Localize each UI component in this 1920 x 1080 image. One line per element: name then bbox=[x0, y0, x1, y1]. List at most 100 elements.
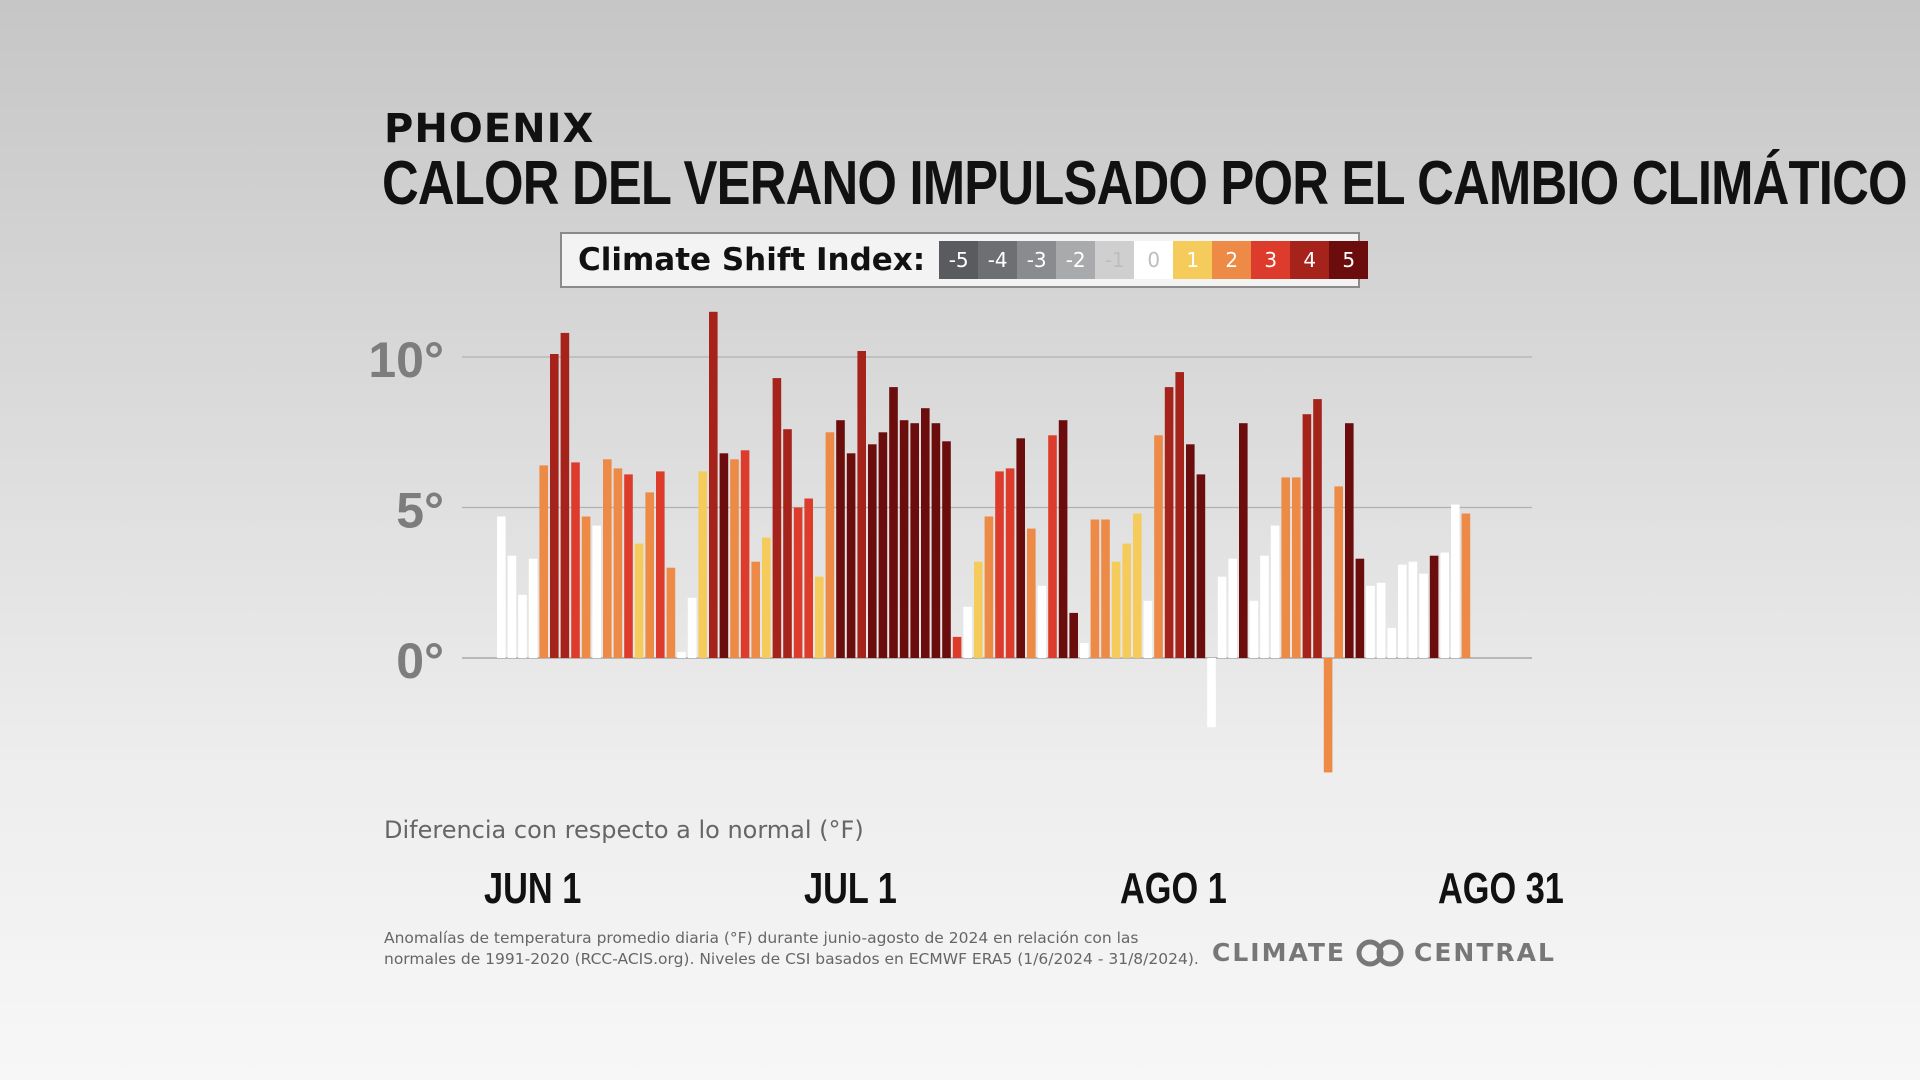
bar bbox=[1292, 477, 1301, 658]
bar bbox=[836, 420, 845, 658]
bar bbox=[560, 332, 570, 658]
x-tick-label: JUN 1 bbox=[484, 864, 582, 913]
bar bbox=[952, 636, 962, 658]
bar bbox=[963, 606, 972, 658]
linked-circles-icon bbox=[1356, 939, 1404, 966]
bar bbox=[1323, 658, 1333, 773]
legend-swatch: 3 bbox=[1251, 241, 1291, 279]
bar bbox=[1270, 525, 1280, 658]
bar bbox=[1005, 468, 1015, 658]
bar bbox=[1027, 528, 1036, 658]
city-name: PHOENIX bbox=[384, 106, 595, 152]
bar bbox=[783, 429, 792, 658]
legend-swatch: 0 bbox=[1134, 241, 1174, 279]
bar bbox=[1429, 555, 1439, 658]
legend-swatch: -5 bbox=[939, 241, 979, 279]
bar bbox=[740, 450, 750, 658]
footnote: Anomalías de temperatura promedio diaria… bbox=[384, 929, 1199, 968]
bar bbox=[677, 652, 686, 658]
bar bbox=[1376, 582, 1386, 659]
legend-swatch: 5 bbox=[1329, 241, 1369, 279]
bar bbox=[1164, 387, 1174, 658]
bar bbox=[1313, 399, 1322, 658]
bar bbox=[1451, 504, 1460, 658]
bar bbox=[687, 597, 697, 658]
legend-swatch: -4 bbox=[978, 241, 1018, 279]
legend-swatch: -3 bbox=[1017, 241, 1057, 279]
bar bbox=[1239, 423, 1248, 658]
brand-word-right: CENTRAL bbox=[1414, 938, 1556, 967]
bar bbox=[1037, 585, 1047, 658]
bar bbox=[634, 543, 644, 658]
bar bbox=[1228, 558, 1237, 658]
bar bbox=[1122, 543, 1131, 658]
y-axis-label: Diferencia con respecto a lo normal (°F) bbox=[384, 816, 864, 844]
bar bbox=[1154, 435, 1163, 658]
bar bbox=[539, 465, 548, 658]
bar bbox=[984, 516, 994, 658]
bar bbox=[666, 567, 676, 658]
bar bbox=[1419, 573, 1428, 658]
bar bbox=[762, 537, 771, 658]
bar bbox=[1111, 561, 1121, 658]
bar bbox=[507, 555, 517, 658]
bar bbox=[772, 378, 782, 658]
bar bbox=[1461, 513, 1471, 658]
csi-legend: Climate Shift Index: -5 -4 -3 -2 -1 0 1 2 3 4 5 bbox=[560, 232, 1369, 288]
y-tick-label: 10° bbox=[368, 332, 444, 388]
legend-swatch: 2 bbox=[1212, 241, 1252, 279]
legend-swatch: 1 bbox=[1173, 241, 1213, 279]
brand-logo: CLIMATE CENTRAL bbox=[1212, 938, 1556, 967]
x-tick-label: AGO 1 bbox=[1120, 864, 1227, 913]
bar bbox=[889, 387, 898, 658]
x-tick-label: JUL 1 bbox=[804, 864, 897, 913]
bar bbox=[1249, 600, 1259, 658]
bar bbox=[878, 432, 888, 659]
bar bbox=[1387, 627, 1396, 658]
legend-swatch: -1 bbox=[1095, 241, 1135, 279]
bar bbox=[709, 311, 718, 658]
bar bbox=[868, 444, 877, 658]
bar bbox=[931, 423, 941, 658]
bar bbox=[624, 474, 633, 658]
bar bbox=[1016, 438, 1025, 658]
bar bbox=[518, 594, 527, 658]
legend-swatches: -5 -4 -3 -2 -1 0 1 2 3 4 5 bbox=[939, 241, 1369, 279]
bar bbox=[528, 558, 538, 658]
bar bbox=[825, 432, 835, 659]
bar bbox=[921, 408, 930, 658]
bar bbox=[793, 507, 803, 658]
bar bbox=[1398, 564, 1407, 658]
bar bbox=[603, 459, 612, 658]
bar bbox=[1090, 519, 1100, 658]
bar bbox=[1217, 576, 1227, 658]
bar bbox=[974, 561, 983, 658]
bar bbox=[571, 462, 580, 659]
bar bbox=[1408, 561, 1418, 658]
bar bbox=[1058, 420, 1068, 658]
bar bbox=[942, 441, 951, 658]
bar bbox=[698, 471, 707, 658]
bar bbox=[1048, 435, 1057, 658]
bar bbox=[857, 351, 866, 658]
brand-word-left: CLIMATE bbox=[1212, 938, 1346, 967]
bar bbox=[1334, 486, 1343, 658]
bar bbox=[1080, 643, 1089, 659]
bar bbox=[815, 576, 824, 658]
bar bbox=[1440, 552, 1449, 658]
legend-swatch: 4 bbox=[1290, 241, 1330, 279]
bar bbox=[730, 459, 739, 658]
bar bbox=[613, 468, 623, 658]
bar bbox=[995, 471, 1004, 658]
legend-title: Climate Shift Index: bbox=[578, 242, 926, 278]
anomaly-bar-chart: 0° 5° 10° bbox=[368, 311, 1532, 773]
bar bbox=[1345, 423, 1354, 658]
bar bbox=[751, 561, 760, 658]
bar bbox=[1207, 658, 1216, 728]
bar bbox=[846, 453, 856, 658]
bar bbox=[592, 525, 601, 658]
bar bbox=[719, 453, 729, 658]
bar bbox=[1366, 585, 1375, 658]
bar bbox=[1143, 600, 1153, 658]
bar bbox=[1281, 477, 1290, 658]
